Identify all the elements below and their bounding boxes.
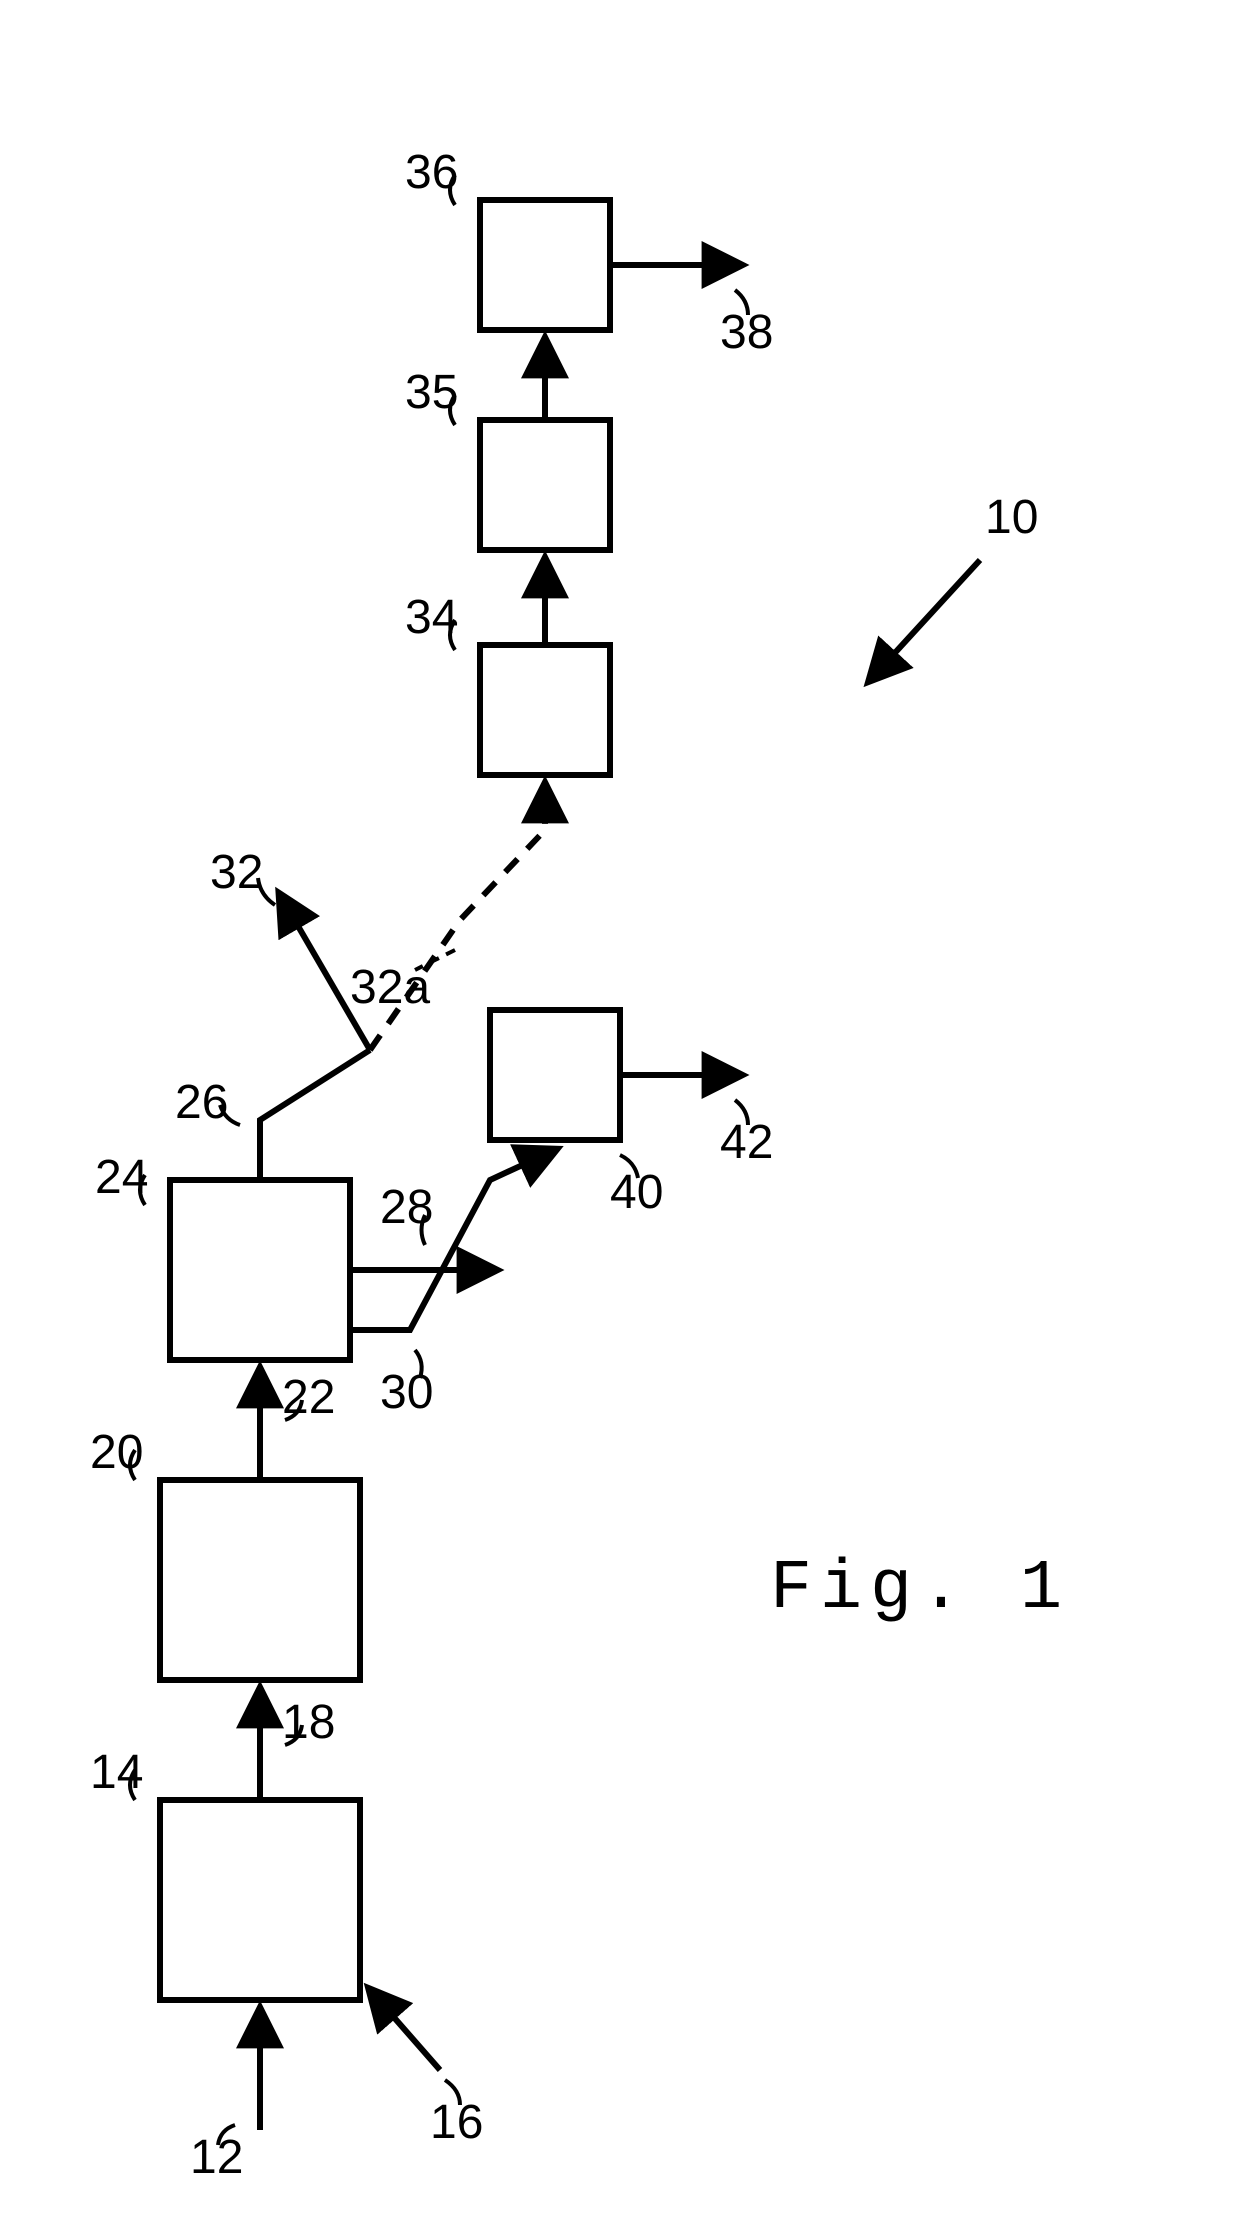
box-40 bbox=[490, 1010, 620, 1140]
label-22: 22 bbox=[282, 1370, 335, 1425]
box-20 bbox=[160, 1480, 360, 1680]
label-32a: 32a bbox=[350, 960, 430, 1015]
path-30 bbox=[350, 1150, 555, 1330]
arrow-16 bbox=[370, 1990, 440, 2070]
label-24: 24 bbox=[95, 1150, 148, 1205]
label-38: 38 bbox=[720, 305, 773, 360]
label-32: 32 bbox=[210, 845, 263, 900]
label-30: 30 bbox=[380, 1365, 433, 1420]
box-24 bbox=[170, 1180, 350, 1360]
label-26: 26 bbox=[175, 1075, 228, 1130]
box-34 bbox=[480, 645, 610, 775]
figure-caption: Fig. 1 bbox=[770, 1550, 1070, 1629]
box-36 bbox=[480, 200, 610, 330]
label-20: 20 bbox=[90, 1425, 143, 1480]
arrow-10 bbox=[870, 560, 980, 680]
label-34: 34 bbox=[405, 590, 458, 645]
label-12: 12 bbox=[190, 2130, 243, 2185]
label-42: 42 bbox=[720, 1115, 773, 1170]
label-16: 16 bbox=[430, 2095, 483, 2150]
box-35 bbox=[480, 420, 610, 550]
label-10: 10 bbox=[985, 490, 1038, 545]
label-36: 36 bbox=[405, 145, 458, 200]
path-26 bbox=[260, 1050, 370, 1180]
label-40: 40 bbox=[610, 1165, 663, 1220]
box-14 bbox=[160, 1800, 360, 2000]
label-18: 18 bbox=[282, 1695, 335, 1750]
label-14: 14 bbox=[90, 1745, 143, 1800]
label-28: 28 bbox=[380, 1180, 433, 1235]
label-35: 35 bbox=[405, 365, 458, 420]
